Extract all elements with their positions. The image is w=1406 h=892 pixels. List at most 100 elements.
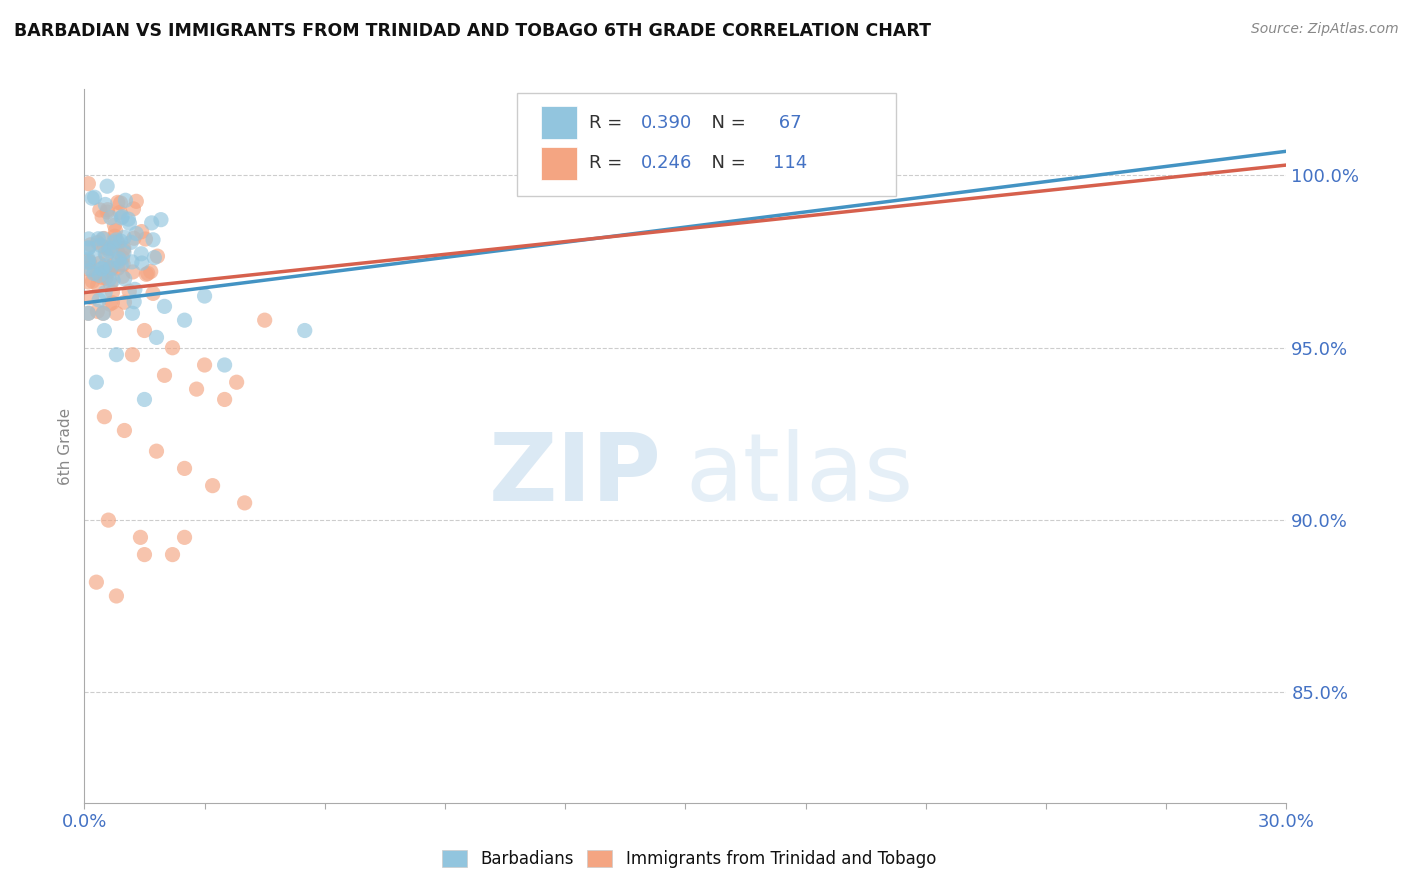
Point — [77, 177, 100, 191]
Point — [80, 291, 103, 305]
Point — [121, 348, 143, 362]
Point — [142, 286, 165, 301]
Point — [77, 241, 100, 255]
Point — [100, 260, 122, 275]
Point — [129, 247, 152, 261]
Point — [105, 589, 128, 603]
Point — [110, 258, 132, 272]
Point — [131, 256, 153, 270]
Point — [134, 548, 156, 562]
Point — [91, 261, 114, 276]
Point — [105, 233, 128, 247]
Point — [111, 269, 134, 284]
Point — [294, 324, 316, 338]
Point — [100, 261, 122, 276]
Point — [96, 202, 118, 217]
Point — [82, 274, 104, 288]
Point — [101, 273, 124, 287]
Point — [77, 306, 100, 320]
Text: R =: R = — [589, 154, 628, 172]
Point — [94, 246, 117, 260]
Point — [124, 282, 146, 296]
Point — [145, 330, 167, 344]
Point — [98, 244, 121, 258]
Point — [105, 244, 128, 259]
Point — [114, 424, 135, 438]
Point — [110, 196, 132, 211]
Point — [86, 376, 108, 390]
Point — [233, 496, 256, 510]
Point — [93, 231, 115, 245]
Point — [77, 232, 100, 246]
Point — [173, 313, 195, 327]
Point — [93, 265, 115, 279]
Point — [90, 270, 112, 285]
Point — [77, 306, 100, 320]
Point — [129, 530, 152, 544]
Point — [101, 295, 124, 310]
Point — [139, 264, 162, 278]
Point — [201, 478, 224, 492]
Point — [214, 392, 236, 407]
Point — [79, 255, 101, 269]
Point — [87, 232, 110, 246]
Point — [79, 237, 101, 252]
Point — [122, 231, 145, 245]
Point — [94, 270, 117, 285]
Point — [107, 195, 129, 210]
Point — [97, 242, 120, 256]
Point — [134, 232, 156, 246]
Point — [141, 216, 163, 230]
Point — [77, 275, 100, 289]
Point — [91, 210, 114, 224]
Point — [122, 294, 145, 309]
Point — [98, 272, 121, 286]
Point — [86, 575, 108, 590]
Point — [93, 240, 115, 254]
Point — [122, 202, 145, 216]
Point — [94, 197, 117, 211]
Text: ZIP: ZIP — [488, 428, 661, 521]
Point — [121, 306, 143, 320]
Point — [162, 548, 184, 562]
Point — [173, 530, 195, 544]
Point — [86, 268, 108, 282]
Point — [107, 235, 129, 249]
Point — [146, 249, 169, 263]
Point — [98, 264, 121, 278]
Text: 67: 67 — [773, 114, 801, 132]
Point — [96, 205, 118, 219]
FancyBboxPatch shape — [517, 93, 896, 196]
Point — [80, 191, 103, 205]
Point — [225, 376, 247, 390]
Point — [173, 461, 195, 475]
Point — [253, 313, 276, 327]
Point — [93, 324, 115, 338]
Point — [118, 285, 141, 299]
Text: R =: R = — [589, 114, 628, 132]
Point — [114, 194, 136, 208]
Point — [77, 252, 100, 267]
Point — [110, 234, 132, 248]
Point — [100, 277, 122, 291]
Point — [112, 245, 135, 260]
Point — [107, 254, 129, 268]
Point — [135, 267, 157, 281]
Point — [112, 241, 135, 255]
Point — [214, 358, 236, 372]
Point — [145, 444, 167, 458]
Point — [855, 169, 877, 183]
Point — [100, 211, 122, 225]
Point — [136, 266, 159, 280]
Point — [186, 382, 208, 396]
Point — [112, 257, 135, 271]
Point — [114, 272, 136, 286]
Point — [93, 409, 115, 424]
Point — [91, 232, 114, 246]
Point — [91, 262, 114, 277]
Point — [98, 297, 121, 311]
Point — [86, 277, 108, 292]
Point — [775, 169, 797, 183]
Point — [100, 241, 122, 255]
Point — [125, 227, 148, 241]
